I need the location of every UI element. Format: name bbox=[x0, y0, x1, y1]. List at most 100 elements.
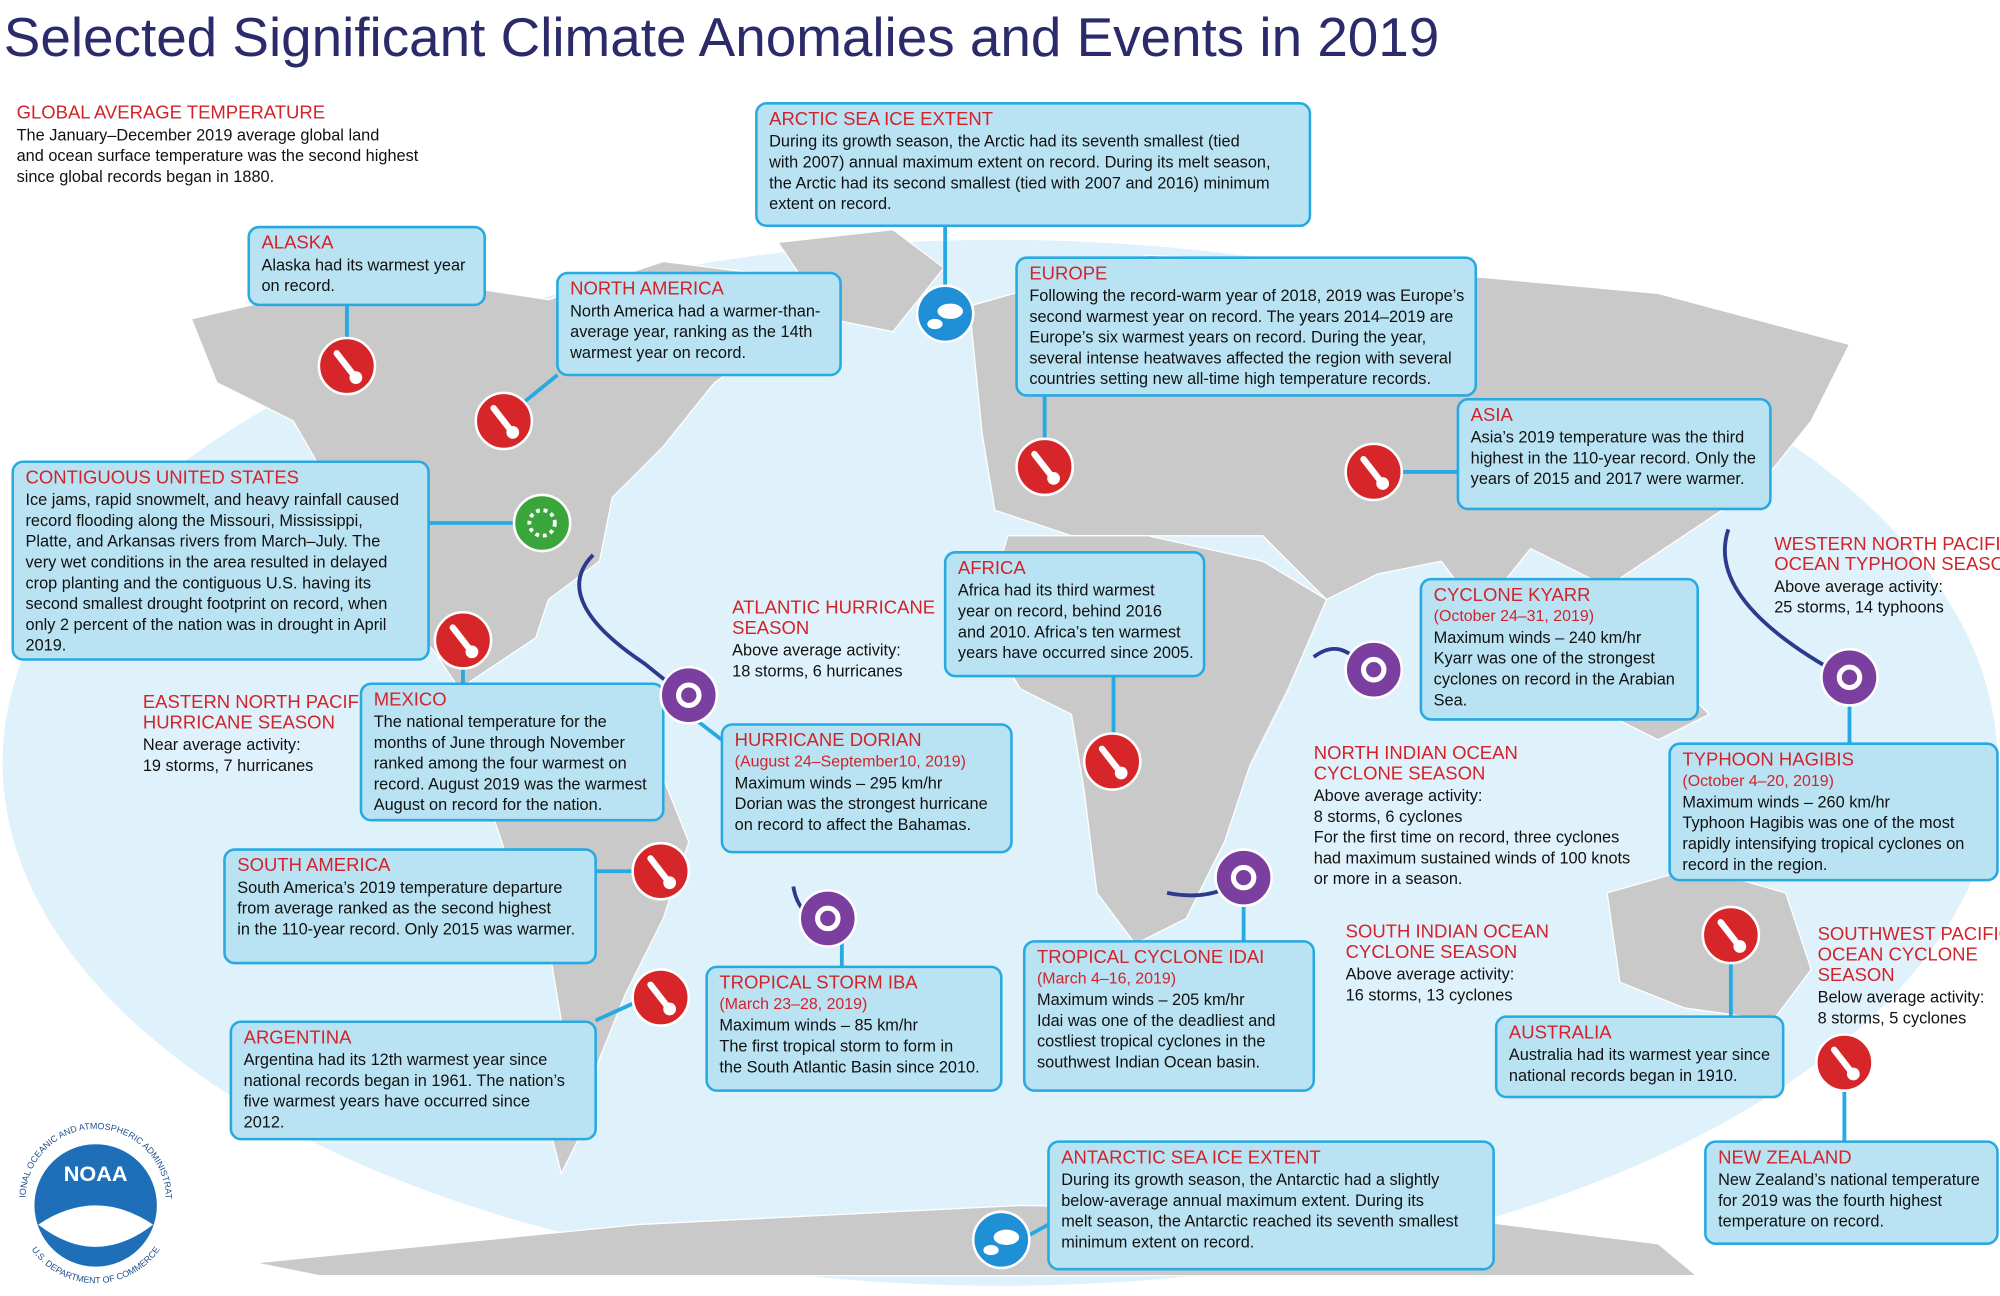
box-dates: (October 24–31, 2019) bbox=[1434, 608, 1594, 625]
box-line: cyclones on record in the Arabian bbox=[1434, 670, 1675, 688]
title: Selected Significant Climate Anomalies a… bbox=[4, 6, 1439, 68]
box-line: 18 storms, 6 hurricanes bbox=[732, 662, 902, 680]
thermometer-bulb bbox=[1846, 1067, 1860, 1081]
box-line: New Zealand’s national temperature bbox=[1718, 1171, 1980, 1189]
box-line: 2019. bbox=[26, 637, 67, 655]
info-box bbox=[1419, 577, 1699, 721]
box-line: countries setting new all-time high temp… bbox=[1029, 370, 1431, 388]
cyclone-eye bbox=[676, 682, 702, 708]
box-line: Above average activity: bbox=[1774, 578, 1943, 596]
thermometer-bulb bbox=[465, 645, 479, 659]
box-heading: SEASON bbox=[1818, 964, 1895, 985]
box-heading: CYCLONE KYARR bbox=[1434, 584, 1591, 605]
box-line: North America had a warmer-than- bbox=[570, 302, 820, 320]
info-box bbox=[1456, 397, 1772, 511]
box-line: Typhoon Hagibis was one of the most bbox=[1682, 814, 1954, 832]
box-line: extent on record. bbox=[769, 195, 891, 213]
box-line: warmest year on record. bbox=[569, 344, 746, 362]
box-line: Maximum winds – 205 km/hr bbox=[1037, 991, 1245, 1009]
box-line: and ocean surface temperature was the se… bbox=[17, 147, 419, 165]
box-line: temperature on record. bbox=[1718, 1213, 1884, 1231]
box-line: 16 storms, 13 cyclones bbox=[1346, 986, 1513, 1004]
thermometer bbox=[490, 404, 515, 435]
box-line: national records began in 1910. bbox=[1509, 1067, 1738, 1085]
box-line: Below average activity: bbox=[1818, 989, 1985, 1007]
box-line: months of June through November bbox=[374, 734, 626, 752]
box-line: Maximum winds – 85 km/hr bbox=[719, 1017, 918, 1035]
thermometer bbox=[449, 624, 474, 654]
box-line: with 2007) annual maximum extent on reco… bbox=[768, 153, 1270, 171]
info-box bbox=[720, 723, 1013, 854]
box-line: 25 storms, 14 typhoons bbox=[1774, 599, 1944, 617]
box-line: During its growth season, the Arctic had… bbox=[769, 133, 1240, 151]
ice-floe bbox=[993, 1229, 1020, 1245]
box-line: very wet conditions in the area resulted… bbox=[26, 554, 388, 572]
box-line: rapidly intensifying tropical cyclones o… bbox=[1682, 835, 1964, 853]
box-heading: NORTH AMERICA bbox=[570, 278, 724, 299]
box-heading: CYCLONE SEASON bbox=[1346, 941, 1518, 962]
box-line: national records began in 1961. The nati… bbox=[244, 1072, 565, 1090]
box-heading: EASTERN NORTH PACIFIC bbox=[143, 691, 378, 712]
box-line: years of 2015 and 2017 were warmer. bbox=[1471, 470, 1745, 488]
storm-tracks bbox=[577, 528, 1845, 922]
box-line: on record. bbox=[261, 277, 334, 295]
thermometer bbox=[1830, 1046, 1856, 1076]
box-line: Platte, and Arkansas rivers from March–J… bbox=[26, 533, 381, 551]
box-dates: (March 23–28, 2019) bbox=[719, 996, 867, 1013]
box-heading: SOUTHWEST PACIFIC bbox=[1818, 923, 2000, 944]
thermometer bbox=[1717, 919, 1742, 949]
thermometer-bulb bbox=[1047, 471, 1060, 485]
box-line: 19 storms, 7 hurricanes bbox=[143, 757, 313, 775]
box-line: 8 storms, 5 cyclones bbox=[1818, 1009, 1967, 1027]
box-line: 2012. bbox=[244, 1113, 285, 1131]
box-line: and 2010. Africa’s ten warmest bbox=[958, 623, 1181, 641]
thermometer-bulb bbox=[1376, 477, 1390, 490]
box-dates: (March 4–16, 2019) bbox=[1037, 970, 1176, 987]
info-box bbox=[1704, 1140, 1999, 1245]
box-heading: ATLANTIC HURRICANE bbox=[732, 597, 935, 618]
box-line: Following the record-warm year of 2018, … bbox=[1029, 287, 1464, 305]
box-line: costliest tropical cyclones in the bbox=[1037, 1033, 1265, 1051]
box-line: Ice jams, rapid snowmelt, and heavy rain… bbox=[26, 491, 400, 509]
logo-name: NOAA bbox=[64, 1161, 128, 1186]
box-dates: (October 4–20, 2019) bbox=[1682, 773, 1833, 790]
box-heading: ASIA bbox=[1471, 404, 1514, 425]
box-line: years have occurred since 2005. bbox=[958, 644, 1194, 662]
box-line: five warmest years have occurred since bbox=[244, 1093, 530, 1111]
box-heading: HURRICANE SEASON bbox=[143, 711, 335, 732]
thermometer-bulb bbox=[349, 371, 363, 384]
thermometer bbox=[1360, 456, 1385, 486]
box-line: record in the region. bbox=[1682, 856, 1827, 874]
box-line: or more in a season. bbox=[1314, 870, 1463, 888]
box-line: year on record, behind 2016 bbox=[958, 602, 1162, 620]
box-line: Maximum winds – 260 km/hr bbox=[1682, 793, 1890, 811]
box-line: the Arctic had its second smallest (tied… bbox=[769, 174, 1269, 192]
box-heading: SOUTH INDIAN OCEAN bbox=[1346, 921, 1549, 942]
box-heading: HURRICANE DORIAN bbox=[735, 729, 922, 750]
logo-gull bbox=[38, 1205, 154, 1247]
box-line: since global records began in 1880. bbox=[17, 168, 275, 186]
box-line: Maximum winds – 240 km/hr bbox=[1434, 629, 1642, 647]
box-heading: ARCTIC SEA ICE EXTENT bbox=[769, 108, 993, 129]
box-heading: WESTERN NORTH PACIFIC bbox=[1774, 533, 2000, 554]
box-line: South America’s 2019 temperature departu… bbox=[237, 879, 562, 897]
thermometer-bulb bbox=[1733, 940, 1747, 953]
thermometer bbox=[1098, 745, 1124, 775]
box-heading: TROPICAL STORM IBA bbox=[719, 972, 918, 993]
box-line: the South Atlantic Basin since 2010. bbox=[719, 1058, 979, 1076]
rain-drops bbox=[527, 508, 557, 538]
box-line: Sea. bbox=[1434, 691, 1468, 709]
box-line: The January–December 2019 average global… bbox=[17, 126, 380, 144]
cyclone-eye bbox=[1360, 656, 1387, 683]
cyclone-icon bbox=[1820, 647, 1879, 707]
track bbox=[1722, 528, 1845, 678]
box-line: average year, ranking as the 14th bbox=[570, 323, 812, 341]
info-box bbox=[1494, 1015, 1785, 1099]
track bbox=[577, 553, 678, 691]
box-line: in the 110-year record. Only 2015 was wa… bbox=[237, 920, 575, 938]
box-line: Kyarr was one of the strongest bbox=[1434, 650, 1656, 668]
box-heading: EUROPE bbox=[1029, 262, 1107, 283]
info-box bbox=[1015, 256, 1478, 397]
box-line: During its growth season, the Antarctic … bbox=[1061, 1171, 1440, 1189]
